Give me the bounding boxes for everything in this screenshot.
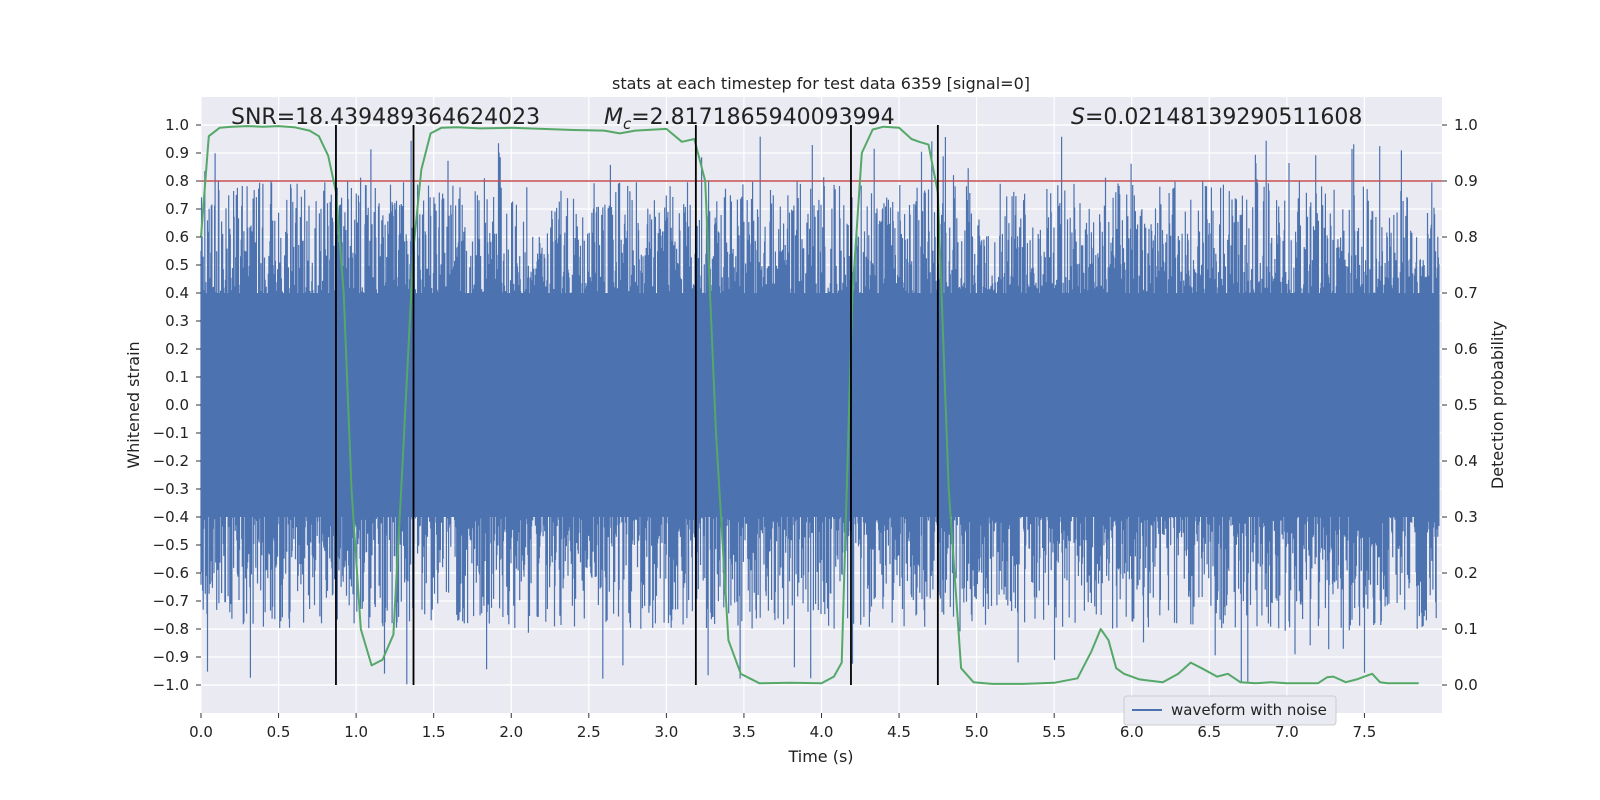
y-tick-label-right: 0.2 [1454, 564, 1478, 582]
x-tick-label: 2.0 [499, 723, 523, 741]
y-tick-label: −0.8 [153, 620, 189, 638]
legend-label: waveform with noise [1171, 701, 1327, 719]
y-tick-label: −0.6 [153, 564, 189, 582]
chirp-mass-value: =2.8171865940093994 [631, 105, 894, 130]
x-tick-label: 5.5 [1042, 723, 1066, 741]
y-tick-label: 0.4 [165, 284, 189, 302]
y-tick-label: −0.3 [153, 480, 189, 498]
x-tick-label: 4.5 [887, 723, 911, 741]
probability-line [200, 125, 1419, 685]
y-tick-label: −0.4 [153, 508, 189, 526]
chirp-mass-symbol: M [604, 105, 623, 130]
y-tick-label: 0.3 [165, 312, 189, 330]
y-tick-label: 0.8 [165, 172, 189, 190]
y-axis-label: Whitened strain [124, 341, 143, 468]
y-tick-label-right: 1.0 [1454, 116, 1478, 134]
y-tick-label: 0.9 [165, 144, 189, 162]
x-tick-label: 7.5 [1353, 723, 1377, 741]
y-tick-label: −1.0 [153, 676, 189, 694]
y-tick-label-right: 0.7 [1454, 284, 1478, 302]
y-tick-label: 0.5 [165, 256, 189, 274]
chart-title: stats at each timestep for test data 635… [612, 74, 1030, 93]
y-tick-label-right: 0.9 [1454, 172, 1478, 190]
y-tick-label: −0.9 [153, 648, 189, 666]
y-tick-label: −0.5 [153, 536, 189, 554]
x-tick-label: 4.0 [810, 723, 834, 741]
x-tick-label: 0.0 [189, 723, 213, 741]
x-tick-label: 5.0 [965, 723, 989, 741]
event-lines [335, 125, 939, 685]
x-tick-label: 0.5 [267, 723, 291, 741]
x-tick-label: 1.0 [344, 723, 368, 741]
x-tick-label: 3.0 [654, 723, 678, 741]
y-tick-label-right: 0.1 [1454, 620, 1478, 638]
y-tick-label: −0.1 [153, 424, 189, 442]
y-tick-label: 0.1 [165, 368, 189, 386]
legend: waveform with noise [1123, 695, 1337, 726]
y-tick-label-right: 0.4 [1454, 452, 1478, 470]
y-tick-label: −0.7 [153, 592, 189, 610]
chirp-mass-annotation: Mc=2.8171865940093994 [604, 105, 895, 133]
y-tick-label: 0.0 [165, 396, 189, 414]
y-tick-label: 0.7 [165, 200, 189, 218]
y-tick-label-right: 0.3 [1454, 508, 1478, 526]
y-tick-label-right: 0.8 [1454, 228, 1478, 246]
legend-box [1123, 695, 1337, 726]
waveform-series [200, 136, 1440, 685]
x-tick-label: 3.5 [732, 723, 756, 741]
x-axis-label: Time (s) [787, 747, 853, 766]
y-tick-label-right: 0.5 [1454, 396, 1478, 414]
x-tick-label: 6.0 [1120, 723, 1144, 741]
s-annotation: S=0.02148139290511608 [1071, 105, 1362, 130]
s-symbol: S [1071, 105, 1085, 130]
x-tick-label: 7.0 [1275, 723, 1299, 741]
y-tick-label: 0.6 [165, 228, 189, 246]
s-value: =0.02148139290511608 [1085, 105, 1362, 130]
y-tick-label-right: 0.6 [1454, 340, 1478, 358]
y-axis-label-right: Detection probability [1488, 321, 1507, 489]
x-tick-label: 6.5 [1197, 723, 1221, 741]
x-tick-label: 2.5 [577, 723, 601, 741]
y-tick-label-right: 0.0 [1454, 676, 1478, 694]
snr-annotation: SNR=18.439489364624023 [231, 105, 540, 130]
probability-series [200, 125, 1419, 685]
x-tick-label: 1.5 [422, 723, 446, 741]
y-tick-label: 1.0 [165, 116, 189, 134]
tick-labels: 0.0 0.5 1.0 1.5 2.0 2.5 3.0 3.5 4.0 4.5 5.0 5.5 6.0 6… [153, 116, 1478, 741]
chirp-mass-subscript: c [623, 115, 632, 133]
y-tick-label: −0.2 [153, 452, 189, 470]
waveform-noise-spikes [200, 136, 1440, 685]
y-tick-label: 0.2 [165, 340, 189, 358]
